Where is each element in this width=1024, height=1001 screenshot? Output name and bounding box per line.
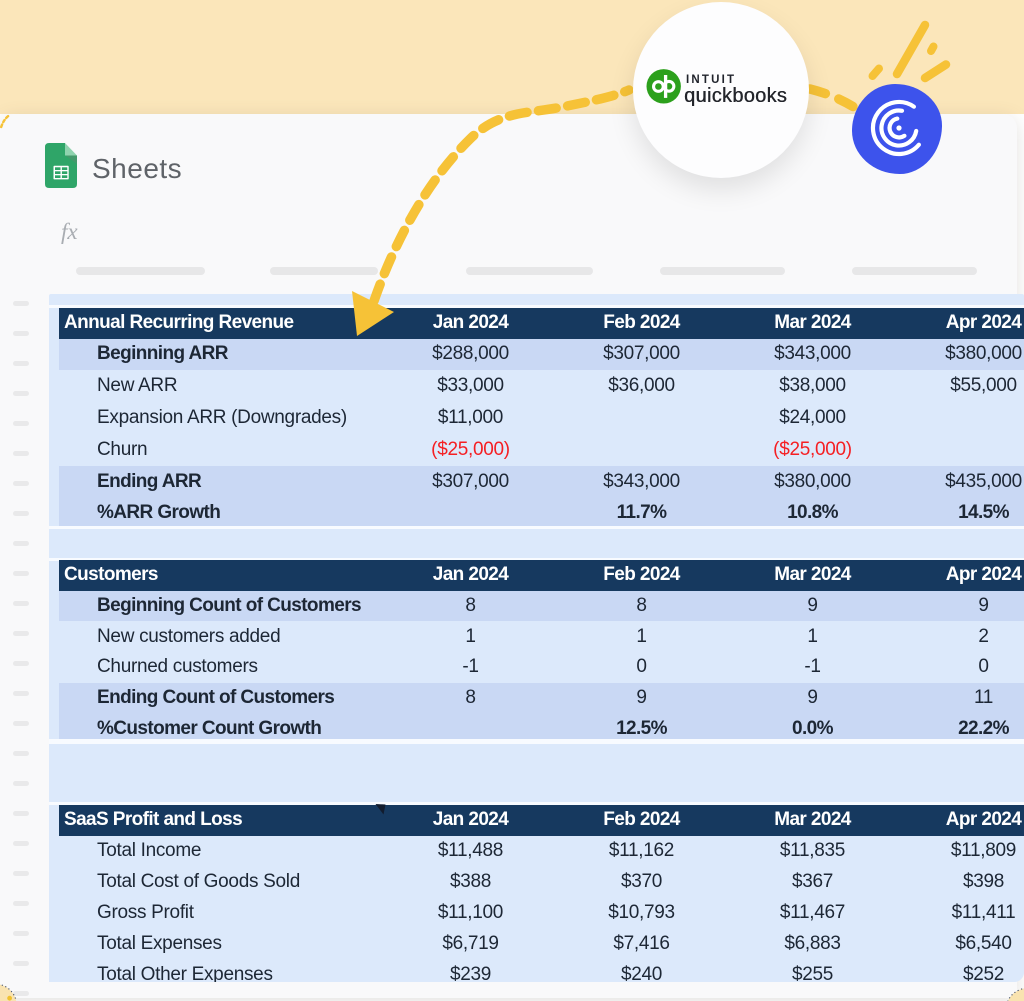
svg-text:quickbooks: quickbooks — [684, 85, 787, 107]
svg-text:INTUIT: INTUIT — [686, 74, 736, 86]
